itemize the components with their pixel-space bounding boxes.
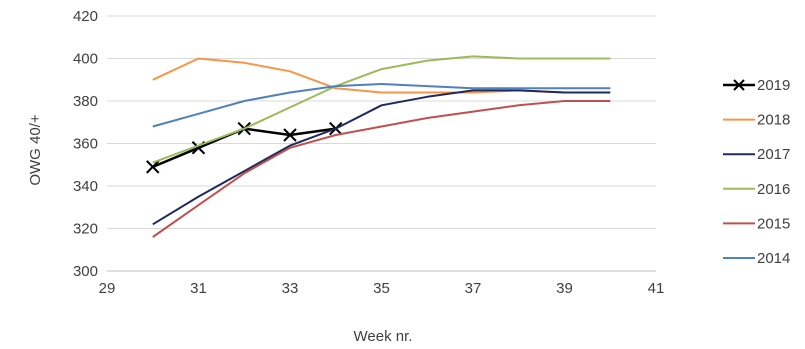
series-2014 [152,83,611,128]
x-tick-label: 31 [190,280,207,297]
series-line-2014 [152,83,611,128]
y-tick-label: 380 [73,93,98,110]
x-axis-title: Week nr. [354,328,413,345]
y-axis-title: OWG 40/+ [27,114,44,186]
series-2016 [152,55,611,164]
legend-label: 2014 [757,250,790,267]
legend-item-2015: 2015 [723,215,790,232]
x-tick-label: 37 [465,280,482,297]
y-tick-label: 300 [73,263,98,280]
x-tick-label: 39 [556,280,573,297]
data-point-2019 [283,128,297,142]
series-2019 [146,121,343,174]
legend-item-2017: 2017 [723,146,790,163]
legend-label: 2018 [757,112,790,129]
legend: 2019 2018 2017 2016 2015 2014 [723,77,790,267]
y-tick-label: 320 [73,221,98,238]
x-tick-label: 35 [373,280,390,297]
legend-label: 2017 [757,146,790,163]
y-tick-label: 420 [73,8,98,25]
legend-marker [733,79,745,91]
axes: 300 320 340 360 380 400 420 29 31 33 35 37 39 41 [73,8,664,297]
series-line-2015 [152,100,611,238]
x-tick-label: 29 [99,280,116,297]
x-tick-label: 33 [282,280,299,297]
legend-item-2019: 2019 [723,77,790,94]
legend-label: 2019 [757,77,790,94]
series-line-2016 [152,55,611,164]
x-tick-label: 41 [648,280,665,297]
gridlines [107,15,656,272]
legend-label: 2015 [757,215,790,232]
y-tick-label: 400 [73,51,98,68]
legend-item-2018: 2018 [723,112,790,129]
legend-item-2016: 2016 [723,181,790,198]
series-lines [146,55,611,238]
series-2017 [152,89,611,226]
data-point-2019 [146,160,160,174]
series-line-2019 [152,127,336,169]
legend-item-2014: 2014 [723,250,790,267]
series-line-2017 [152,89,611,226]
legend-label: 2016 [757,181,790,198]
y-tick-label: 360 [73,136,98,153]
y-tick-label: 340 [73,178,98,195]
series-2015 [152,100,611,238]
